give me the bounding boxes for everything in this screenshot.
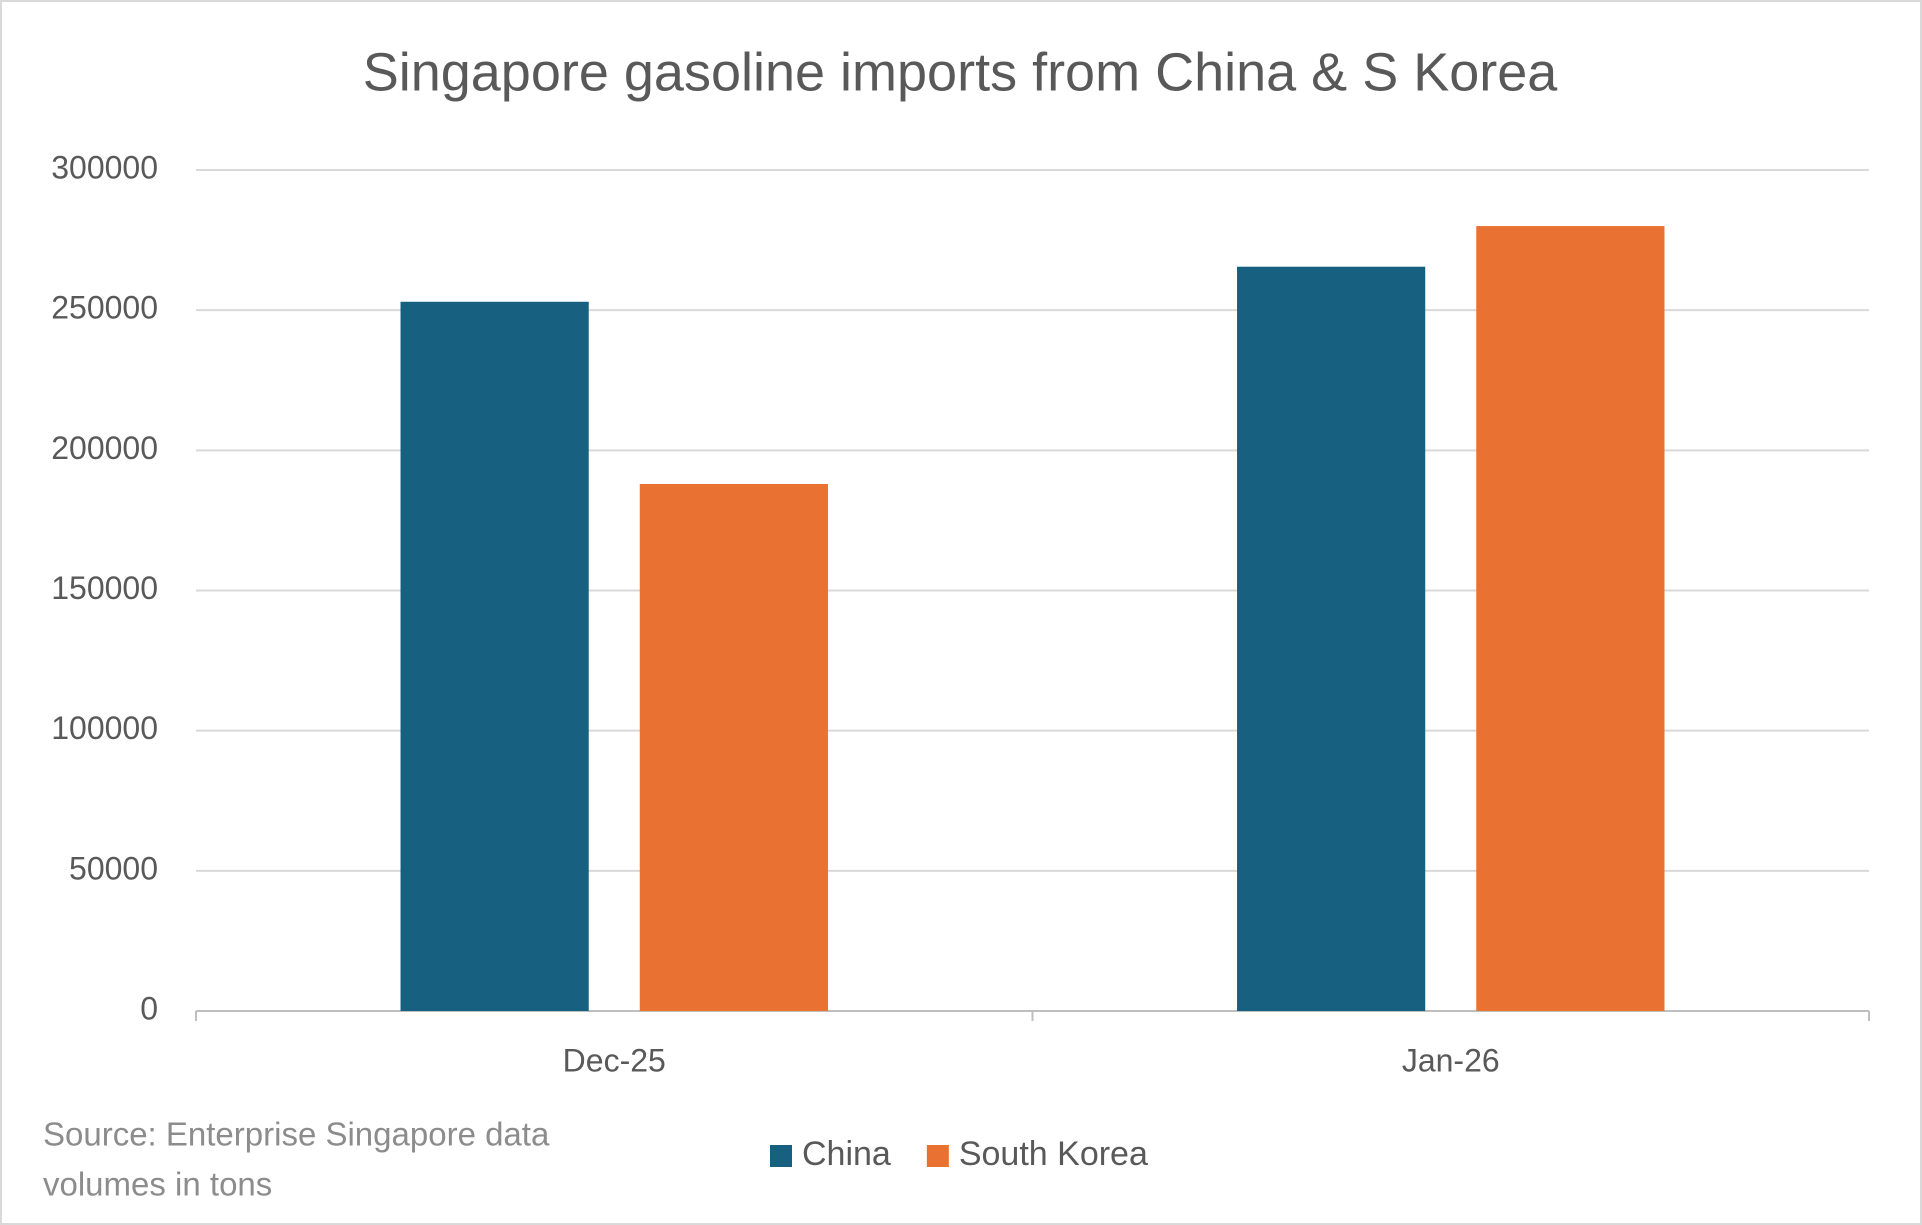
y-tick-label: 150000 xyxy=(51,570,158,606)
source-note: Source: Enterprise Singapore data xyxy=(43,1116,550,1153)
y-tick-label: 200000 xyxy=(51,430,158,466)
x-tick-label: Dec-25 xyxy=(563,1042,666,1078)
legend-label: China xyxy=(802,1135,891,1173)
x-tick-label: Jan-26 xyxy=(1402,1042,1500,1078)
chart-title: Singapore gasoline imports from China & … xyxy=(363,42,1559,102)
y-tick-label: 100000 xyxy=(51,710,158,746)
y-tick-label: 0 xyxy=(140,990,158,1026)
legend-swatch xyxy=(770,1145,792,1167)
units-note: volumes in tons xyxy=(43,1166,272,1203)
bar xyxy=(1476,226,1665,1012)
bar xyxy=(1237,266,1426,1012)
bar xyxy=(400,301,589,1011)
y-tick-label: 50000 xyxy=(69,850,158,886)
y-tick-label: 300000 xyxy=(51,149,158,185)
legend-swatch xyxy=(926,1145,949,1167)
y-tick-label: 250000 xyxy=(51,290,158,326)
bar xyxy=(639,483,828,1011)
legend-label: South Korea xyxy=(959,1135,1148,1173)
